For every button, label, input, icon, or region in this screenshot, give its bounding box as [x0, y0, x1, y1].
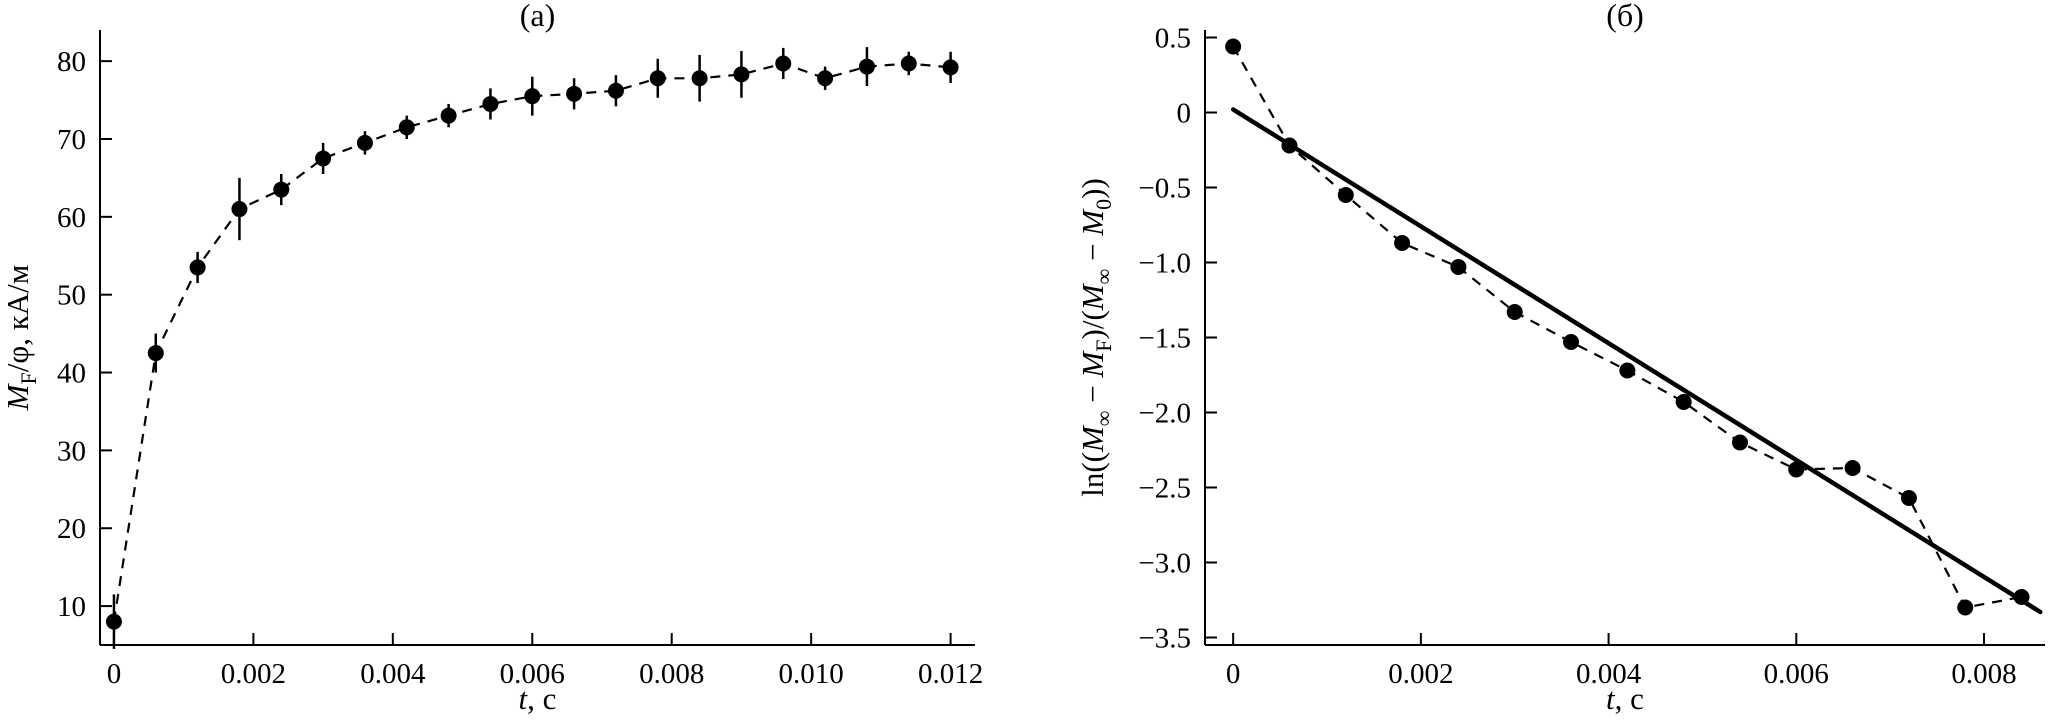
data-point-marker [1900, 490, 1917, 506]
y-tick-label: 70 [57, 124, 86, 156]
data-point-marker [1619, 362, 1636, 379]
y-tick-label: 80 [57, 46, 86, 78]
x-tick-label: 0.002 [1388, 658, 1453, 690]
data-point-marker [900, 55, 917, 72]
chart-a-svg: 0 0.002 0.004 0.006 0.008 0.010 0.012 10 20 30 40 5… [0, 0, 983, 716]
x-axis-ticks: 0 0.002 0.004 0.006 0.008 0.010 0.012 [107, 633, 983, 690]
data-point-marker [356, 134, 373, 151]
x-tick-label: 0 [107, 658, 122, 690]
data-point-marker [1788, 461, 1805, 478]
data-point-marker [1563, 334, 1580, 350]
data-point-marker [189, 259, 206, 276]
data-point-marker [942, 59, 959, 76]
chart-b-svg: 0 0.002 0.004 0.006 0.008 0.5 0 −0.5 −1.0 −1.5 −2.… [1075, 0, 2045, 716]
axes [99, 30, 975, 646]
data-point-marker [1675, 394, 1692, 410]
data-point-marker [398, 119, 415, 136]
fit-line [1230, 107, 2043, 615]
x-tick-label: 0.010 [779, 658, 844, 690]
data-point-marker [649, 70, 666, 87]
y-tick-label: −3.5 [1138, 623, 1191, 655]
data-point-marker [817, 70, 834, 87]
panel-title: (а) [520, 0, 556, 33]
panel-a-magnetization-curve: 0 0.002 0.004 0.006 0.008 0.010 0.012 10 20 30 40 5… [0, 0, 1033, 721]
x-tick-label: 0.012 [918, 658, 983, 690]
panel-title: (б) [1606, 0, 1644, 33]
data-point-marker [1450, 259, 1467, 275]
data-point-marker [1337, 187, 1354, 203]
y-tick-label: −1.0 [1138, 248, 1191, 280]
data-point-marker [566, 85, 583, 102]
data-point-marker [315, 150, 332, 167]
data-point-marker [482, 95, 499, 112]
data-point-marker [440, 107, 457, 124]
y-tick-label: −3.0 [1138, 548, 1191, 580]
x-tick-label: 0.006 [1764, 658, 1829, 690]
y-tick-label: −0.5 [1138, 173, 1191, 205]
dashed-connector-line [112, 62, 951, 622]
series-linear-fit [1230, 107, 2043, 615]
y-tick-label: 30 [57, 435, 86, 467]
x-axis-ticks: 0 0.002 0.004 0.006 0.008 [1226, 633, 2017, 690]
data-point-marker [1394, 235, 1411, 251]
x-tick-label: 0 [1226, 658, 1241, 690]
y-tick-label: −2.0 [1138, 398, 1191, 430]
x-tick-label: 0.004 [360, 658, 426, 690]
y-tick-label: 40 [57, 358, 86, 390]
y-axis-ticks: 0.5 0 −0.5 −1.0 −1.5 −2.0 −2.5 −3.0 −3.5 [1138, 23, 1217, 655]
data-point-marker [607, 82, 624, 99]
axes [1204, 30, 2045, 646]
panel-b-log-relaxation: 0 0.002 0.004 0.006 0.008 0.5 0 −0.5 −1.0 −1.5 −2.… [1033, 0, 2067, 721]
y-tick-label: −2.5 [1138, 473, 1191, 505]
data-point-marker [775, 55, 792, 72]
y-tick-label: 0.5 [1155, 23, 1191, 55]
data-point-marker [1731, 434, 1748, 451]
dashed-connector-line [1232, 45, 2022, 609]
x-axis-label: t, с [1606, 681, 1644, 716]
y-axis-ticks: 10 20 30 40 50 60 70 80 [57, 46, 112, 623]
data-point-marker [231, 201, 248, 218]
data-point-marker [273, 181, 290, 198]
y-tick-label: −1.5 [1138, 323, 1191, 355]
y-axis-label: ln((M∞ − MF)/(M∞ − M0)) [1075, 178, 1116, 497]
x-tick-label: 0.006 [500, 658, 565, 690]
data-point-marker [1225, 38, 1242, 55]
data-point-marker [1957, 599, 1974, 616]
x-tick-label: 0.004 [1576, 658, 1642, 690]
data-point-marker [105, 613, 122, 630]
y-tick-label: 10 [57, 591, 86, 623]
data-point-marker [691, 70, 708, 87]
y-tick-label: 20 [57, 513, 86, 545]
y-axis-label: MF/φ, кА/м [0, 265, 41, 412]
data-point-marker [858, 58, 875, 75]
x-tick-label: 0.002 [221, 658, 286, 690]
series-magnetization-vs-time [105, 47, 959, 649]
x-tick-label: 0.008 [639, 658, 704, 690]
data-point-marker [147, 345, 164, 362]
x-tick-label: 0.008 [1951, 658, 2016, 690]
y-tick-label: 50 [57, 280, 86, 312]
y-tick-label: 60 [57, 202, 86, 234]
y-tick-label: 0 [1177, 98, 1192, 130]
data-point-marker [1506, 304, 1523, 320]
x-axis-label: t, с [519, 681, 557, 716]
data-point-marker [1844, 460, 1861, 476]
data-point-marker [733, 66, 750, 83]
data-point-marker [524, 88, 541, 105]
